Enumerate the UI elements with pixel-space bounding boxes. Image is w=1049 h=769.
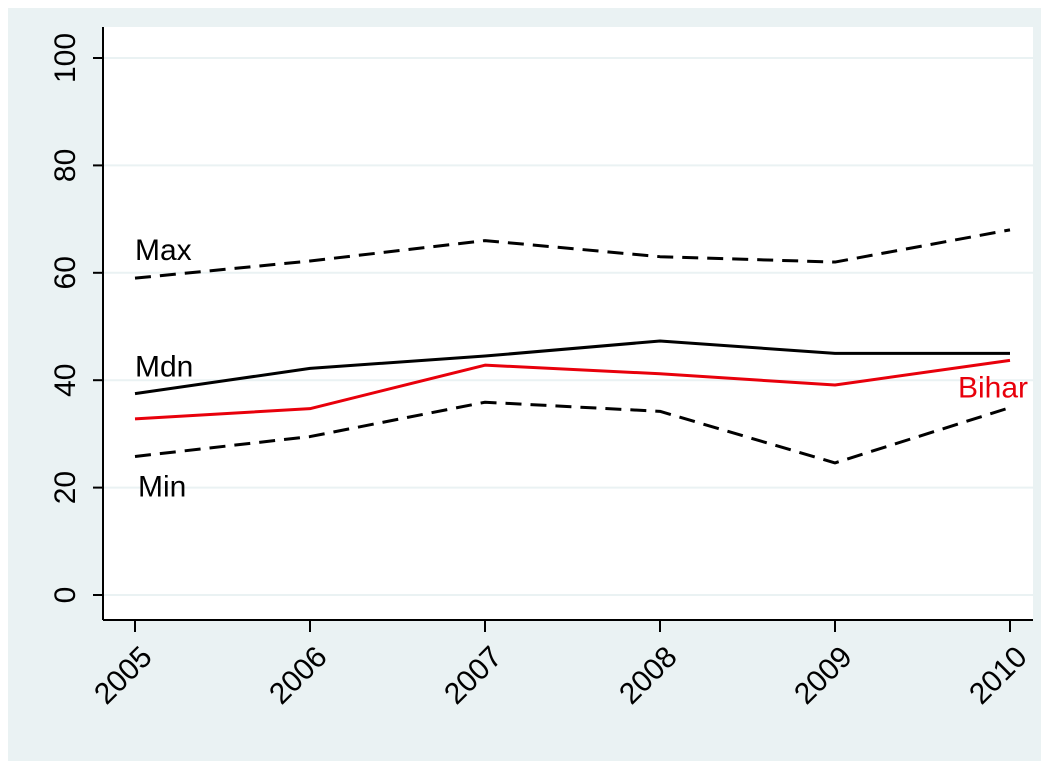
y-tick-label: 80 <box>49 149 82 182</box>
y-tick-label: 40 <box>49 364 82 397</box>
x-tick-label: 2007 <box>438 640 509 711</box>
series-label-max: Max <box>135 234 192 267</box>
series-lines <box>134 228 1011 465</box>
grid-lines <box>103 57 1033 596</box>
series-label-min: Min <box>138 470 186 503</box>
series-label-mdn: Mdn <box>135 351 193 384</box>
series-line-bihar <box>134 358 1011 421</box>
line-chart: 0 20 40 60 80 100 2005 2006 2007 2008 2009 2010 Max… <box>49 27 1034 711</box>
series-labels: Max Mdn Bihar Min <box>135 234 1028 503</box>
x-tick-label: 2005 <box>88 640 159 711</box>
y-tick-label: 20 <box>49 471 82 504</box>
series-line-mdn <box>134 339 1010 396</box>
chart-frame: 0 20 40 60 80 100 2005 2006 2007 2008 2009 2010 Max… <box>8 8 1041 761</box>
x-tick-label: 2008 <box>613 640 684 711</box>
x-tick-label: 2009 <box>788 640 859 711</box>
plot-area <box>103 27 1033 620</box>
series-label-bihar: Bihar <box>958 371 1028 404</box>
y-tick-label: 0 <box>49 587 82 604</box>
y-tick-label: 60 <box>49 256 82 289</box>
series-line-max <box>134 228 1011 280</box>
x-tick-label: 2006 <box>263 640 334 711</box>
y-tick-label: 100 <box>49 33 82 83</box>
x-tick-label: 2010 <box>963 640 1034 711</box>
